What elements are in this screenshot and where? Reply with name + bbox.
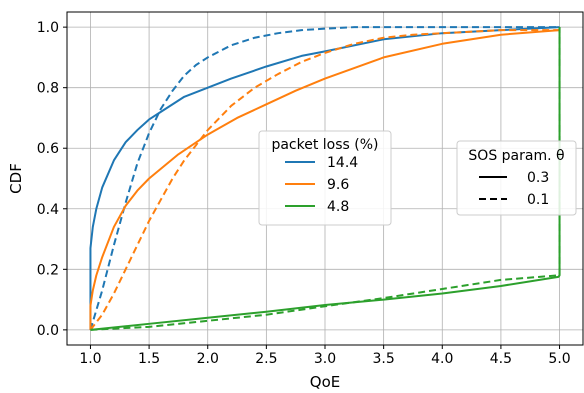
series-line-loss-4-8-theta-0-3 xyxy=(90,27,561,331)
y-tick-label: 0.6 xyxy=(37,141,59,157)
legend-packet-loss: packet loss (%) 14.4 9.6 4.8 xyxy=(258,130,392,226)
legend-packet-loss-title: packet loss (%) xyxy=(271,137,378,153)
x-tick-label: 3.5 xyxy=(373,351,395,367)
x-tick-label: 1.0 xyxy=(79,351,101,367)
x-tick-label: 3.0 xyxy=(314,351,336,367)
legend-sos-param-box xyxy=(456,140,577,216)
y-tick-label: 0.2 xyxy=(37,262,59,278)
series-line-loss-9-6-theta-0-3 xyxy=(89,29,560,330)
series-line-loss-9-6-theta-0-1 xyxy=(89,29,560,331)
legend-packet-loss-box xyxy=(258,130,392,226)
x-tick-label: 1.5 xyxy=(138,351,160,367)
series-lines xyxy=(89,26,561,331)
x-axis-ticks: 1.0 1.5 2.0 2.5 3.0 3.5 4.0 4.5 5.0 xyxy=(79,345,571,367)
legend-packet-loss-label: 4.8 xyxy=(327,199,349,215)
x-tick-label: 2.5 xyxy=(255,351,277,367)
x-tick-label: 2.0 xyxy=(197,351,219,367)
legend-sos-param-title: SOS param. θ xyxy=(468,148,564,164)
legend-packet-loss-label: 14.4 xyxy=(327,155,358,171)
legend-packet-loss-entries: 14.4 9.6 4.8 xyxy=(285,155,358,215)
legend-sos-param-entries: 0.30.1 xyxy=(479,170,549,208)
y-tick-label: 1.0 xyxy=(37,20,59,36)
x-axis-label: QoE xyxy=(310,373,340,391)
y-axis-label: CDF xyxy=(7,163,25,194)
series-line-loss-14-4-theta-0-3 xyxy=(89,26,560,330)
y-tick-label: 0.8 xyxy=(37,81,59,97)
legend-sos-param: SOS param. θ 0.30.1 xyxy=(456,140,577,216)
legend-packet-loss-label: 9.6 xyxy=(327,177,349,193)
x-tick-label: 5.0 xyxy=(548,351,570,367)
x-tick-label: 4.0 xyxy=(431,351,453,367)
legend-sos-param-label: 0.1 xyxy=(527,192,549,208)
y-axis-ticks: 0.0 0.2 0.4 0.6 0.8 1.0 xyxy=(37,20,67,339)
series-line-loss-14-4-theta-0-1 xyxy=(89,26,560,331)
x-tick-label: 4.5 xyxy=(490,351,512,367)
y-tick-label: 0.0 xyxy=(37,323,59,339)
y-tick-label: 0.4 xyxy=(37,202,59,218)
legend-sos-param-label: 0.3 xyxy=(527,170,549,186)
